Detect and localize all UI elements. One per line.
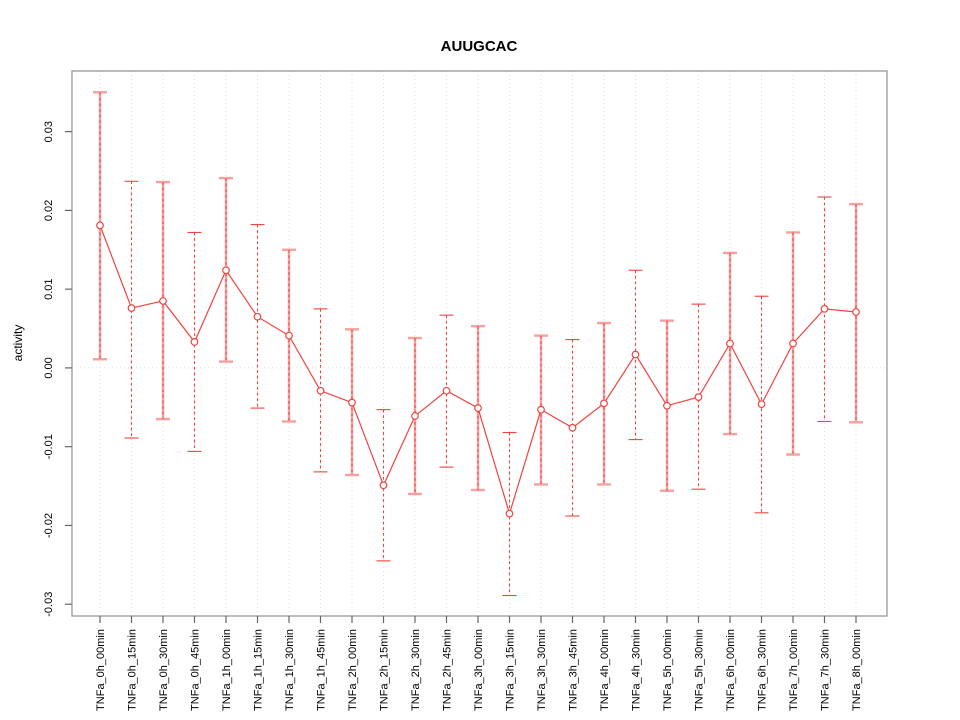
data-point	[757, 400, 766, 409]
x-tick-label: TNFa_7h_30min	[820, 629, 832, 711]
x-tick-label: TNFa_6h_30min	[757, 629, 769, 711]
data-point	[222, 266, 230, 275]
x-tick-label: TNFa_3h_45min	[568, 629, 580, 711]
x-tick-label: TNFa_4h_30min	[631, 629, 643, 711]
data-point	[253, 312, 262, 321]
x-tick-label: TNFa_3h_30min	[536, 629, 548, 711]
x-tick-label: TNFa_0h_45min	[190, 629, 202, 711]
data-point	[96, 221, 104, 230]
y-axis-label: activity	[11, 325, 25, 362]
data-point	[505, 509, 514, 518]
data-point	[127, 304, 136, 312]
y-tick-label: -0.01	[43, 434, 55, 459]
data-point	[726, 339, 734, 348]
x-tick-label: TNFa_7h_00min	[788, 629, 800, 711]
x-tick-label: TNFa_3h_15min	[505, 629, 517, 711]
x-tick-label: TNFa_1h_45min	[316, 629, 328, 711]
x-tick-label: TNFa_1h_00min	[221, 629, 233, 711]
x-tick-label: TNFa_1h_30min	[284, 629, 296, 711]
x-tick-label: TNFa_5h_00min	[662, 629, 674, 711]
x-tick-label: TNFa_6h_00min	[725, 629, 737, 711]
plot-box	[71, 70, 888, 617]
data-point	[316, 386, 325, 395]
y-tick-label: -0.03	[43, 592, 55, 617]
chart-title: AUUGCAC	[441, 38, 518, 55]
x-tick-label: TNFa_5h_30min	[694, 629, 706, 711]
x-tick-label: TNFa_2h_00min	[347, 629, 359, 711]
y-tick-label: -0.02	[43, 513, 55, 538]
y-tick-label: 0.03	[43, 121, 55, 142]
y-tick-label: 0.02	[43, 200, 55, 221]
data-point	[379, 481, 388, 490]
x-tick-label: TNFa_2h_45min	[442, 629, 454, 711]
data-point	[663, 401, 671, 410]
plot-area: -0.03 -0.02 -0.01 0.00 0.01 0.02 0.03 TNFa_0h_0…	[43, 70, 888, 711]
x-tick-label: TNFa_0h_00min	[95, 629, 107, 711]
data-point	[474, 404, 482, 412]
y-tick-label: 0.00	[43, 357, 55, 378]
x-tick-label: TNFa_0h_15min	[127, 629, 139, 711]
data-point	[411, 412, 419, 420]
data-point	[348, 398, 356, 407]
x-tick-label: TNFa_3h_00min	[473, 629, 485, 711]
data-point	[600, 399, 608, 408]
y-tick-label: 0.01	[43, 278, 55, 299]
data-point	[159, 297, 167, 305]
x-tick-label: TNFa_2h_15min	[379, 629, 391, 711]
x-tick-label: TNFa_4h_00min	[599, 629, 611, 711]
data-point	[442, 386, 451, 395]
data-point	[694, 393, 703, 401]
x-tick-label: TNFa_0h_30min	[158, 629, 170, 711]
x-tick-label: TNFa_8h_00min	[851, 629, 863, 711]
data-point	[190, 338, 199, 346]
data-point	[537, 405, 545, 414]
data-point	[820, 304, 829, 313]
x-tick-label: TNFa_1h_15min	[253, 629, 265, 711]
x-tick-label: TNFa_2h_30min	[410, 629, 422, 711]
data-point	[568, 423, 577, 432]
data-point	[285, 331, 293, 340]
data-point	[852, 308, 860, 316]
data-point	[789, 339, 797, 348]
data-point	[631, 350, 640, 359]
